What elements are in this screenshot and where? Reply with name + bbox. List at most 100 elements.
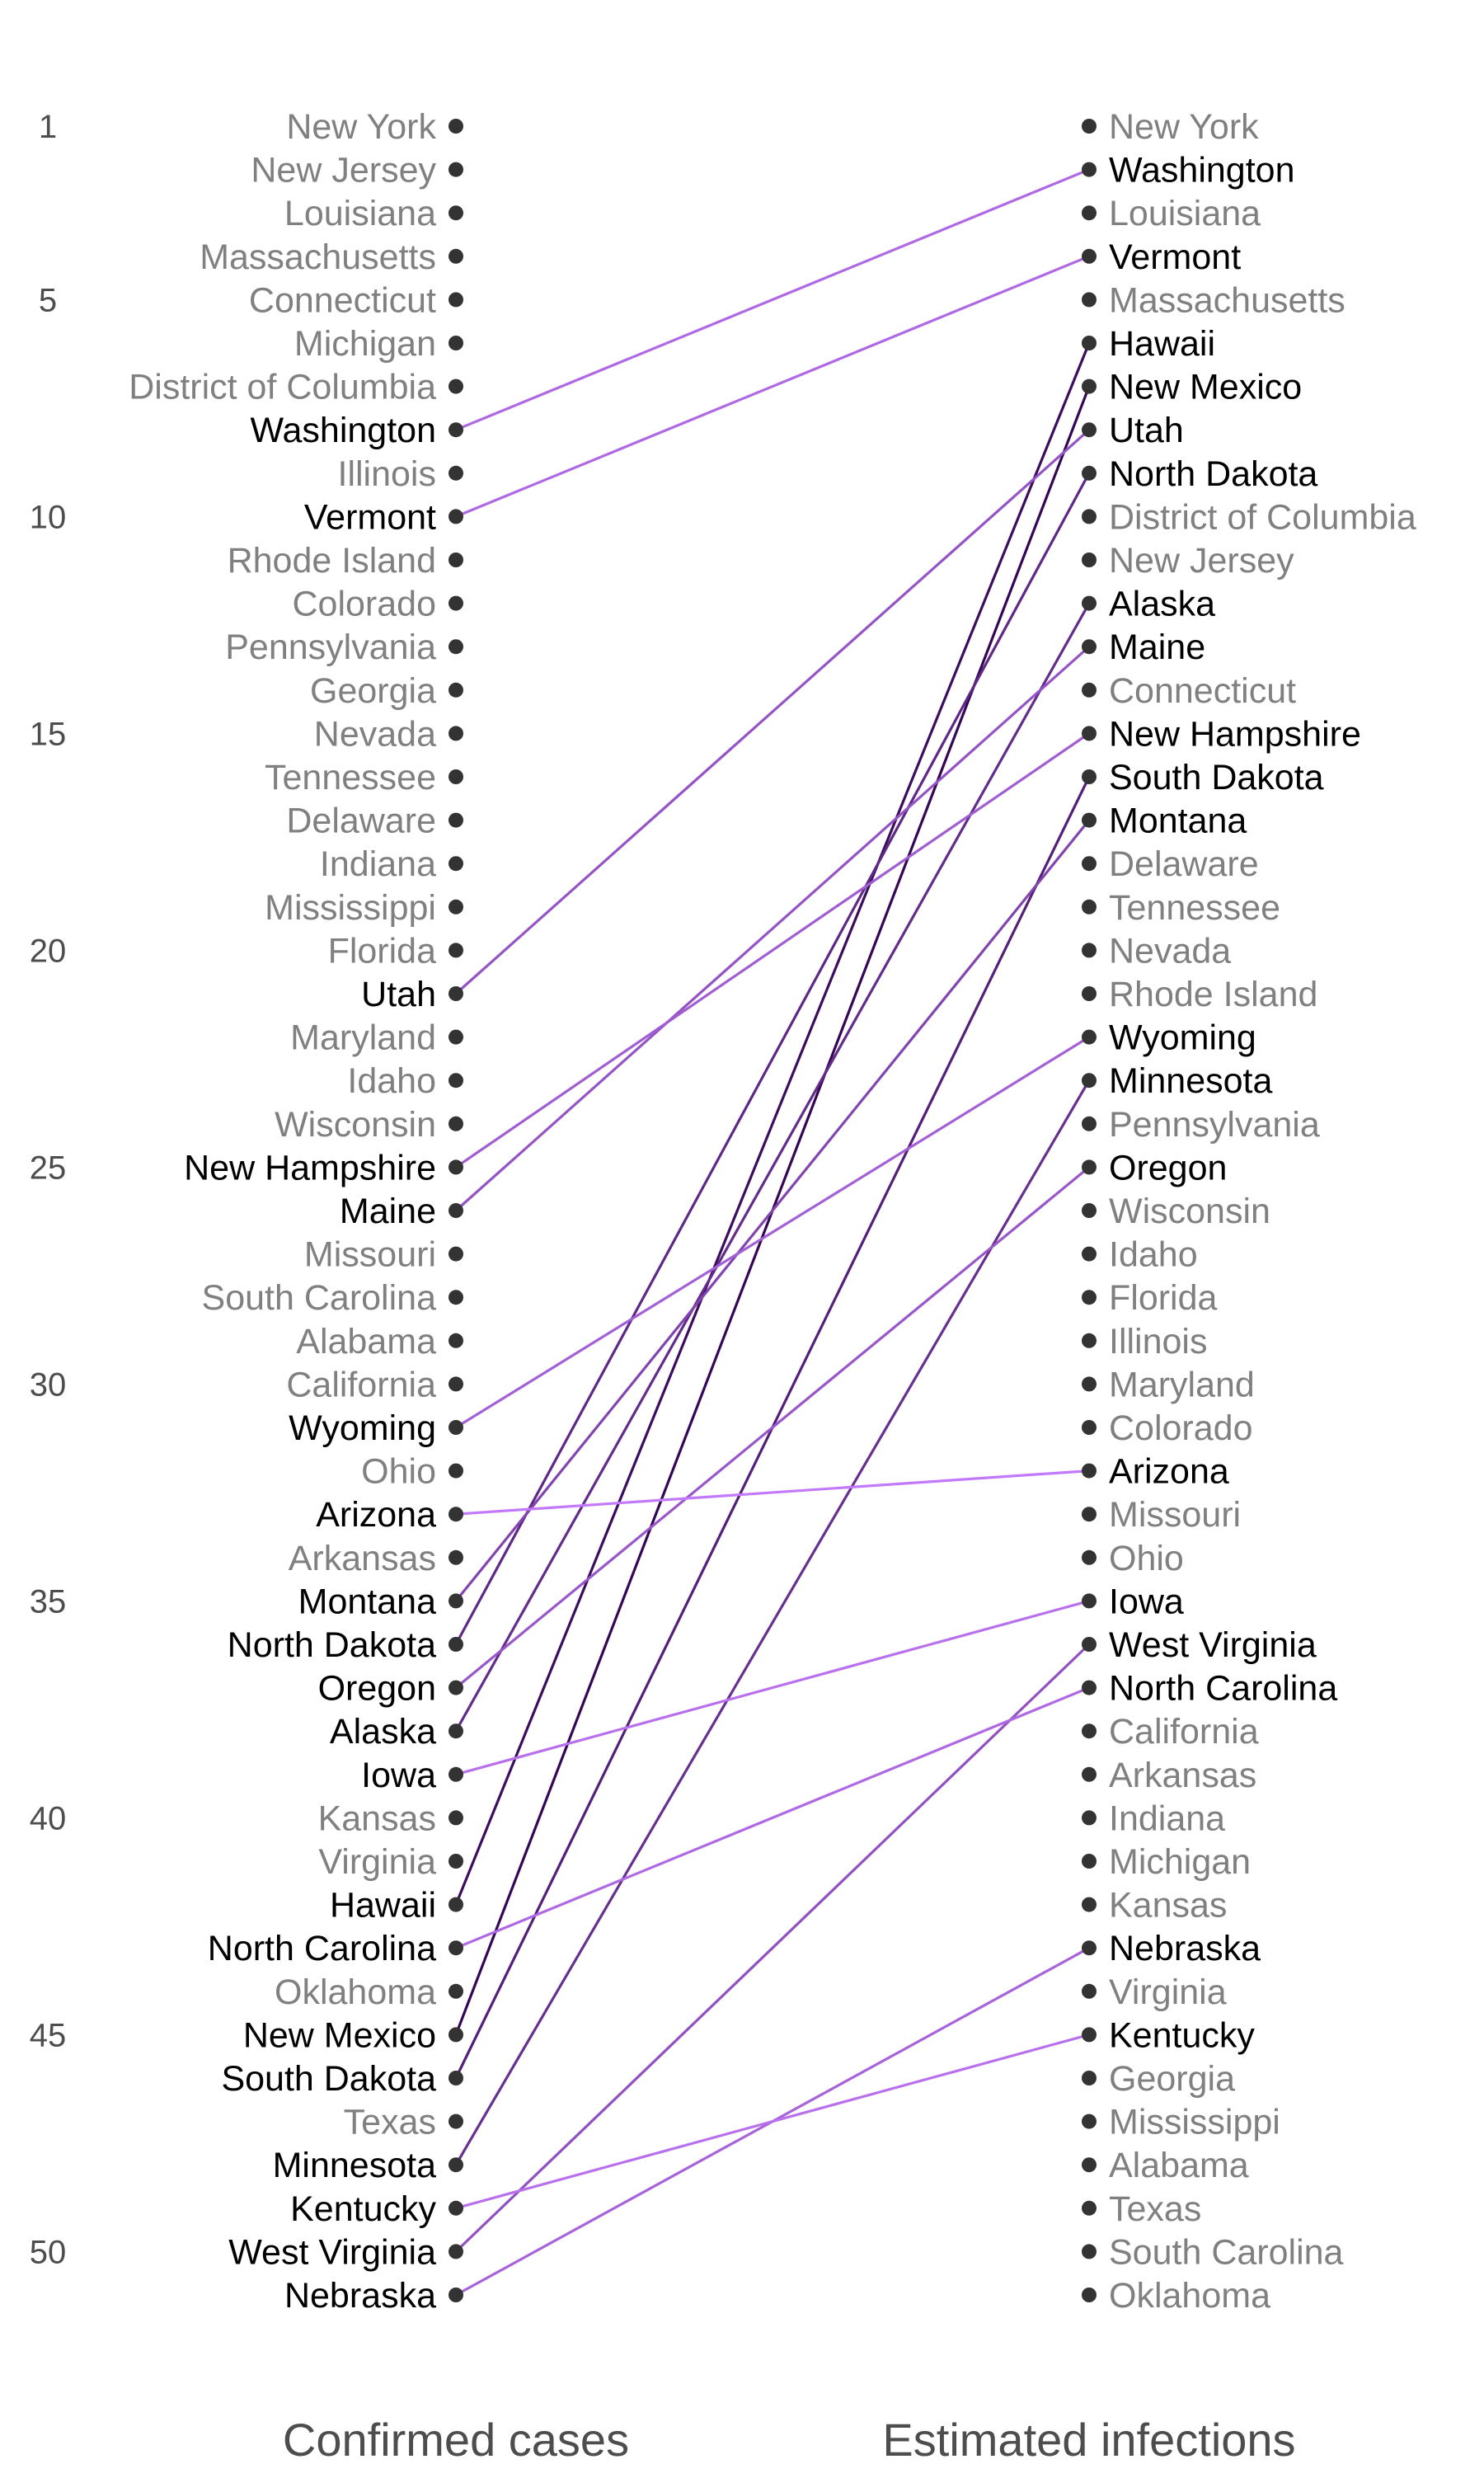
rank-tick-5: 5 bbox=[39, 282, 57, 318]
right-label-colorado: Colorado bbox=[1109, 1408, 1253, 1448]
left-label-new-york: New York bbox=[286, 107, 436, 147]
right-point-idaho bbox=[1082, 1246, 1097, 1262]
right-label-wyoming: Wyoming bbox=[1109, 1018, 1256, 1058]
right-point-mississippi bbox=[1082, 2114, 1097, 2129]
left-point-new-york bbox=[448, 119, 463, 134]
right-point-arizona bbox=[1082, 1463, 1097, 1479]
left-label-indiana: Indiana bbox=[320, 844, 436, 884]
left-point-wyoming bbox=[448, 1420, 463, 1435]
left-point-connecticut bbox=[448, 292, 463, 308]
left-point-minnesota bbox=[448, 2157, 463, 2173]
right-point-virginia bbox=[1082, 1983, 1097, 1999]
left-label-wyoming: Wyoming bbox=[289, 1408, 436, 1448]
right-point-indiana bbox=[1082, 1810, 1097, 1826]
left-label-minnesota: Minnesota bbox=[273, 2146, 436, 2185]
right-label-oklahoma: Oklahoma bbox=[1109, 2276, 1270, 2316]
right-label-vermont: Vermont bbox=[1109, 237, 1241, 277]
right-label-kansas: Kansas bbox=[1109, 1886, 1227, 1926]
left-label-connecticut: Connecticut bbox=[249, 280, 436, 320]
right-point-ohio bbox=[1082, 1549, 1097, 1565]
right-label-missouri: Missouri bbox=[1109, 1495, 1241, 1535]
left-label-massachusetts: Massachusetts bbox=[200, 237, 436, 277]
right-point-district-of-columbia bbox=[1082, 509, 1097, 524]
right-label-illinois: Illinois bbox=[1109, 1322, 1208, 1361]
right-label-indiana: Indiana bbox=[1109, 1799, 1225, 1838]
left-point-new-hampshire bbox=[448, 1159, 463, 1175]
left-point-utah bbox=[448, 986, 463, 1001]
left-point-arizona bbox=[448, 1507, 463, 1522]
line-maine bbox=[454, 646, 1091, 1212]
left-label-oregon: Oregon bbox=[318, 1669, 436, 1709]
right-point-nebraska bbox=[1082, 1940, 1097, 1956]
left-label-kansas: Kansas bbox=[318, 1799, 436, 1838]
right-label-utah: Utah bbox=[1109, 411, 1184, 450]
right-label-south-dakota: South Dakota bbox=[1109, 758, 1324, 797]
right-label-michigan: Michigan bbox=[1109, 1842, 1251, 1882]
right-label-maryland: Maryland bbox=[1109, 1365, 1255, 1404]
right-point-alabama bbox=[1082, 2157, 1097, 2173]
left-point-washington bbox=[448, 422, 463, 438]
right-label-texas: Texas bbox=[1109, 2189, 1201, 2229]
right-label-new-mexico: New Mexico bbox=[1109, 368, 1302, 407]
left-point-kentucky bbox=[448, 2200, 463, 2216]
right-label-louisiana: Louisiana bbox=[1109, 194, 1261, 233]
rank-tick-40: 40 bbox=[30, 1800, 67, 1836]
right-label-washington: Washington bbox=[1109, 151, 1294, 190]
right-label-oregon: Oregon bbox=[1109, 1148, 1227, 1187]
right-point-texas bbox=[1082, 2200, 1097, 2216]
left-label-north-carolina: North Carolina bbox=[208, 1929, 436, 1968]
right-point-new-mexico bbox=[1082, 379, 1097, 394]
right-point-south-dakota bbox=[1082, 769, 1097, 784]
left-label-michigan: Michigan bbox=[294, 324, 436, 364]
rank-tick-10: 10 bbox=[30, 499, 67, 535]
left-point-oklahoma bbox=[448, 1983, 463, 1999]
left-point-vermont bbox=[448, 509, 463, 524]
right-label-massachusetts: Massachusetts bbox=[1109, 280, 1345, 320]
left-point-tennessee bbox=[448, 769, 463, 784]
left-point-wisconsin bbox=[448, 1116, 463, 1131]
left-label-new-jersey: New Jersey bbox=[251, 151, 436, 190]
left-label-illinois: Illinois bbox=[338, 454, 437, 494]
left-point-michigan bbox=[448, 336, 463, 350]
left-point-maryland bbox=[448, 1029, 463, 1045]
left-label-florida: Florida bbox=[328, 931, 437, 971]
left-point-florida bbox=[448, 943, 463, 958]
right-label-north-dakota: North Dakota bbox=[1109, 454, 1317, 494]
left-label-alabama: Alabama bbox=[296, 1322, 436, 1361]
right-point-florida bbox=[1082, 1290, 1097, 1305]
right-point-maryland bbox=[1082, 1376, 1097, 1392]
right-point-west-virginia bbox=[1082, 1637, 1097, 1652]
right-point-missouri bbox=[1082, 1507, 1097, 1522]
left-point-kansas bbox=[448, 1810, 463, 1826]
left-point-new-jersey bbox=[448, 162, 463, 177]
right-point-oklahoma bbox=[1082, 2288, 1097, 2302]
left-point-indiana bbox=[448, 856, 463, 872]
left-label-wisconsin: Wisconsin bbox=[275, 1105, 436, 1145]
left-label-colorado: Colorado bbox=[293, 585, 437, 624]
left-label-utah: Utah bbox=[361, 975, 436, 1014]
line-arizona bbox=[455, 1469, 1090, 1516]
left-label-nevada: Nevada bbox=[314, 714, 436, 754]
left-label-district-of-columbia: District of Columbia bbox=[129, 368, 436, 407]
right-label-new-jersey: New Jersey bbox=[1109, 541, 1294, 581]
left-label-arkansas: Arkansas bbox=[289, 1539, 436, 1578]
rank-tick-30: 30 bbox=[30, 1366, 67, 1403]
right-point-michigan bbox=[1082, 1854, 1097, 1869]
left-point-new-mexico bbox=[448, 2027, 463, 2043]
right-axis-label: Estimated infections bbox=[882, 2414, 1295, 2466]
line-north-dakota bbox=[454, 473, 1091, 1645]
right-point-delaware bbox=[1082, 856, 1097, 872]
right-label-iowa: Iowa bbox=[1109, 1582, 1184, 1621]
line-vermont bbox=[455, 255, 1090, 518]
right-label-virginia: Virginia bbox=[1109, 1973, 1227, 2012]
right-label-new-york: New York bbox=[1109, 107, 1259, 147]
left-label-west-virginia: West Virginia bbox=[228, 2232, 436, 2272]
right-point-connecticut bbox=[1082, 682, 1097, 698]
state-labels: New York New Jersey Louisiana Massachusetts… bbox=[129, 107, 1416, 2316]
right-point-new-hampshire bbox=[1082, 726, 1097, 741]
line-minnesota bbox=[454, 1079, 1091, 2166]
right-point-kansas bbox=[1082, 1897, 1097, 1912]
right-point-new-york bbox=[1082, 119, 1097, 134]
left-label-hawaii: Hawaii bbox=[330, 1886, 436, 1926]
